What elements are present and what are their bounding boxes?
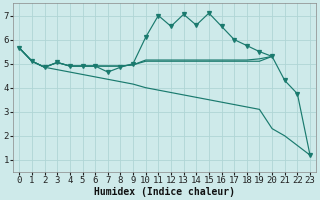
X-axis label: Humidex (Indice chaleur): Humidex (Indice chaleur) [94,186,235,197]
